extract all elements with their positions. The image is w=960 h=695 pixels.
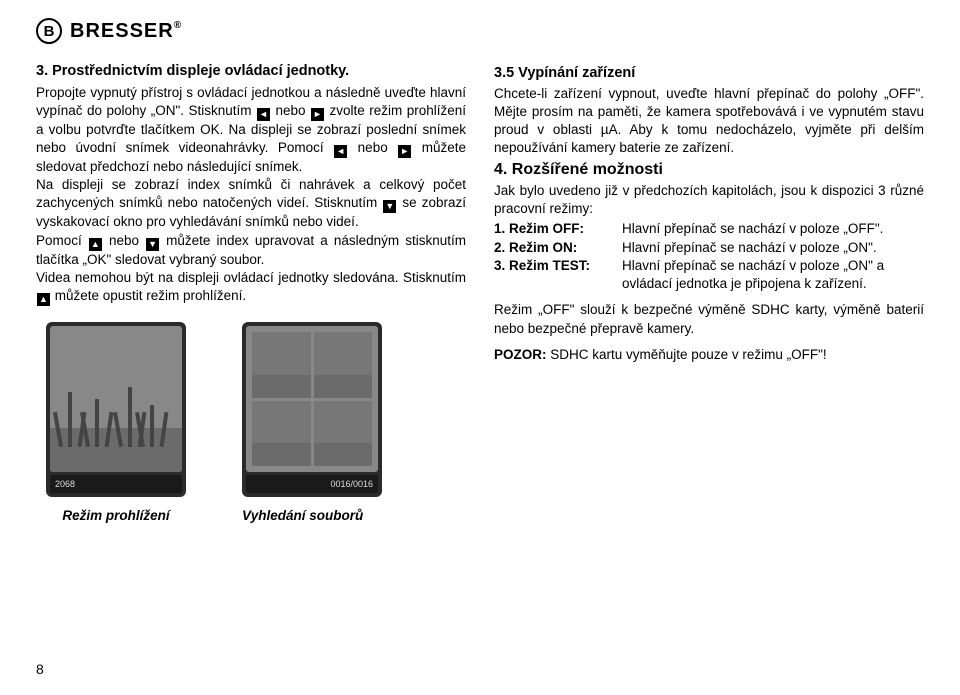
paragraph: Chcete-li zařízení vypnout, uveďte hlavn… — [494, 85, 924, 158]
paragraph: Jak bylo uvedeno již v předchozích kapit… — [494, 182, 924, 218]
right-arrow-icon: ► — [311, 108, 324, 121]
up-arrow-icon: ▲ — [37, 293, 50, 306]
paragraph: Pomocí ▲ nebo ▼ můžete index upravovat a… — [36, 232, 466, 269]
left-column: 3. Prostřednictvím displeje ovládací jed… — [36, 62, 466, 525]
brand-text: BRESSER® — [70, 20, 182, 43]
image-counter: 0016/0016 — [246, 475, 378, 493]
paragraph: Na displeji se zobrazí index snímků či n… — [36, 176, 466, 231]
section-heading: 4. Rozšířené možnosti — [494, 159, 924, 181]
paragraph: Propojte vypnutý přístroj s ovládací jed… — [36, 84, 466, 177]
preview-images: 2068 0016/0016 — [46, 322, 466, 497]
page-number: 8 — [36, 661, 44, 677]
brand-header: B BRESSER® — [36, 18, 924, 44]
mode-row: 1. Režim OFF: Hlavní přepínač se nachází… — [494, 220, 924, 238]
mode-row: 2. Režim ON: Hlavní přepínač se nachází … — [494, 239, 924, 257]
up-arrow-icon: ▲ — [89, 238, 102, 251]
section-heading: 3. Prostřednictvím displeje ovládací jed… — [36, 62, 466, 82]
left-arrow-icon: ◄ — [257, 108, 270, 121]
down-arrow-icon: ▼ — [146, 238, 159, 251]
paragraph: Videa nemohou být na displeji ovládací j… — [36, 269, 466, 306]
subsection-heading: 3.5 Vypínání zařízení — [494, 64, 924, 84]
preview-image-2: 0016/0016 — [242, 322, 382, 497]
right-column: 3.5 Vypínání zařízení Chcete-li zařízení… — [494, 62, 924, 525]
caption: Režim prohlížení — [46, 507, 186, 525]
image-counter: 2068 — [50, 475, 182, 493]
modes-list: 1. Režim OFF: Hlavní přepínač se nachází… — [494, 220, 924, 293]
right-arrow-icon: ► — [398, 145, 411, 158]
down-arrow-icon: ▼ — [383, 200, 396, 213]
logo-icon: B — [36, 18, 62, 44]
warning-text: POZOR: SDHC kartu vyměňujte pouze v reži… — [494, 346, 924, 364]
content-columns: 3. Prostřednictvím displeje ovládací jed… — [36, 62, 924, 525]
caption: Vyhledání souborů — [242, 507, 402, 525]
preview-image-1: 2068 — [46, 322, 186, 497]
paragraph: Režim „OFF" slouží k bezpečné výměně SDH… — [494, 301, 924, 337]
mode-row: 3. Režim TEST: Hlavní přepínač se nacház… — [494, 257, 924, 293]
left-arrow-icon: ◄ — [334, 145, 347, 158]
image-captions: Režim prohlížení Vyhledání souborů — [46, 507, 466, 525]
